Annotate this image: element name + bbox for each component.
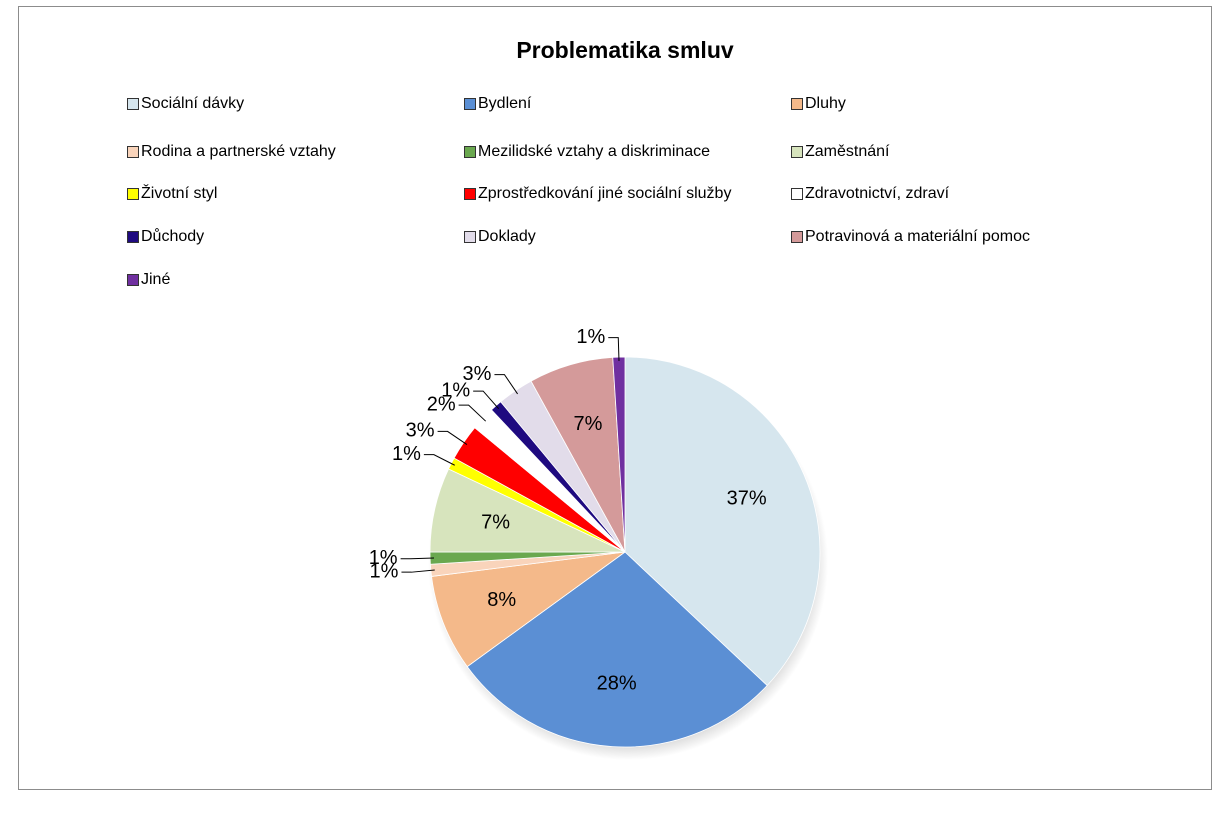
legend-swatch <box>791 146 803 158</box>
leader-line <box>608 337 620 362</box>
legend-swatch <box>791 231 803 243</box>
legend-label: Doklady <box>478 228 536 245</box>
leader-line <box>437 430 468 445</box>
data-label: 37% <box>727 488 767 510</box>
data-label: 1% <box>392 443 421 465</box>
legend-swatch <box>127 274 139 286</box>
legend-label: Zdravotnictví, zdraví <box>805 185 950 202</box>
legend-label: Potravinová a materiální pomoc <box>805 228 1030 245</box>
legend-swatch <box>464 231 476 243</box>
legend-swatch <box>127 188 139 200</box>
legend-label: Jiné <box>141 271 170 288</box>
legend-label: Životní styl <box>141 183 217 202</box>
data-label: 3% <box>406 420 435 442</box>
data-label: 8% <box>487 589 516 611</box>
legend-swatch <box>127 98 139 110</box>
data-label: 1% <box>441 379 470 401</box>
data-label: 28% <box>597 673 637 695</box>
leader-line <box>423 454 455 466</box>
legend-label: Zaměstnání <box>805 143 890 160</box>
leader-line <box>400 557 435 560</box>
leader-line <box>494 374 518 395</box>
legend-label: Mezilidské vztahy a diskriminace <box>478 143 710 160</box>
data-label: 3% <box>463 363 492 385</box>
chart-title: Problematika smluv <box>516 37 734 63</box>
legend-label: Dluhy <box>805 95 846 112</box>
legend-swatch <box>127 231 139 243</box>
legend-swatch <box>464 146 476 158</box>
legend-swatch <box>127 146 139 158</box>
leader-line <box>458 404 487 422</box>
data-label: 1% <box>576 326 605 348</box>
legend-label: Bydlení <box>478 95 532 112</box>
legend-swatch <box>791 188 803 200</box>
legend-label: Zprostředkování jiné sociální služby <box>478 185 731 202</box>
pie-slice <box>431 551 626 668</box>
legend-swatch <box>464 98 476 110</box>
data-label: 1% <box>369 547 398 569</box>
legend-label: Rodina a partnerské vztahy <box>141 143 336 160</box>
legend-swatch <box>791 98 803 110</box>
data-label: 2% <box>427 393 456 415</box>
legend-swatch <box>464 188 476 200</box>
pie-slice <box>466 551 768 748</box>
data-label: 7% <box>574 413 603 435</box>
legend-label: Důchody <box>141 227 204 245</box>
legend-label: Sociální dávky <box>141 95 244 112</box>
leader-line <box>473 390 499 409</box>
leader-line <box>401 569 435 573</box>
data-label: 7% <box>481 511 510 533</box>
pie-slice <box>624 356 821 687</box>
data-label: 1% <box>370 560 399 582</box>
